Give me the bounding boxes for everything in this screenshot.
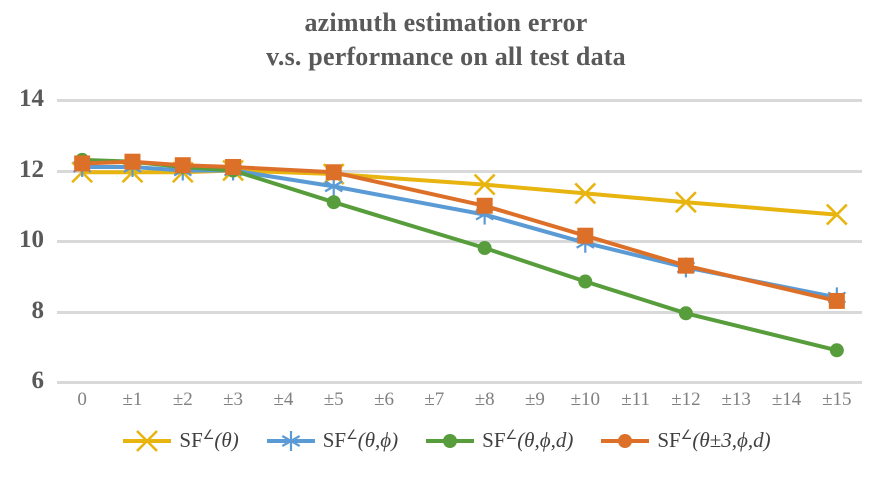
x-tick-label: ±8 <box>474 389 495 410</box>
data-point-marker-square <box>74 155 91 172</box>
y-tick-label: 8 <box>31 296 45 324</box>
x-tick-label: ±4 <box>273 389 294 410</box>
legend-entry-1[interactable]: SF∠(θ) <box>121 427 239 453</box>
x-tick-label: ±2 <box>172 389 193 410</box>
data-point-marker-square <box>577 227 594 244</box>
data-point-marker-square <box>677 257 694 274</box>
data-point-marker-x <box>825 203 848 226</box>
x-tick-label: ±15 <box>822 389 852 410</box>
x-tick-label: ±6 <box>374 389 394 410</box>
data-point-marker-star <box>281 430 300 451</box>
data-point-marker-circle <box>477 241 492 256</box>
x-tick-label: ±10 <box>570 389 600 410</box>
x-tick-label: ±3 <box>223 389 244 410</box>
data-point-marker-circle <box>578 274 593 289</box>
legend-label-4: SF∠(θ±3,ϕ,d) <box>657 427 771 452</box>
chart-title: azimuth estimation error v.s. performanc… <box>266 8 626 71</box>
series-line <box>80 157 839 353</box>
legend-swatch-2 <box>265 430 317 452</box>
x-tick-label: ±5 <box>323 389 344 410</box>
x-tick-label: ±14 <box>771 389 802 410</box>
data-point-marker-circle <box>443 433 458 448</box>
legend-label-2: SF∠(θ,ϕ) <box>322 427 399 452</box>
data-point-marker-circle <box>618 433 633 448</box>
x-tick-label: ±1 <box>122 389 143 410</box>
data-point-marker-square <box>476 197 493 214</box>
data-point-marker-x <box>136 429 159 452</box>
data-point-marker-circle <box>678 306 693 321</box>
legend-label-3: SF∠(θ,ϕ,d) <box>482 427 574 452</box>
data-point-marker-square <box>225 158 242 175</box>
data-point-marker-square <box>174 157 191 174</box>
data-point-marker-square <box>124 153 141 170</box>
legend-entry-2[interactable]: SF∠(θ,ϕ) <box>265 428 398 453</box>
x-tick-label: ±13 <box>721 389 751 410</box>
chart-legend: SF∠(θ) SF∠(θ,ϕ) SF∠(θ,ϕ,d) SF∠(θ±3,ϕ,d) <box>0 428 892 453</box>
y-tick-label: 6 <box>31 367 45 394</box>
x-tick-label: ±7 <box>424 389 445 410</box>
data-point-marker-x <box>574 182 597 205</box>
data-point-marker-square <box>828 292 845 309</box>
data-point-marker-star <box>324 176 343 197</box>
data-point-marker-square <box>325 164 342 181</box>
x-tick-label: ±9 <box>525 389 545 410</box>
legend-swatch-1 <box>121 429 173 452</box>
x-tick-label: ±11 <box>621 389 650 410</box>
data-point-marker-circle <box>829 343 844 358</box>
series-4 <box>74 153 845 309</box>
legend-entry-3[interactable]: SF∠(θ,ϕ,d) <box>424 428 573 453</box>
data-point-marker-x <box>674 191 697 214</box>
legend-swatch-4 <box>599 430 651 452</box>
legend-label-1: SF∠(θ) <box>179 427 239 452</box>
y-tick-label: 14 <box>19 85 44 112</box>
legend-swatch-3 <box>424 430 476 452</box>
legend-entry-4[interactable]: SF∠(θ±3,ϕ,d) <box>599 427 771 453</box>
data-point-marker-x <box>473 173 496 196</box>
x-tick-label: ±12 <box>671 389 701 410</box>
series-line <box>80 165 839 300</box>
x-tick-label: 0 <box>77 389 87 410</box>
data-point-marker-circle <box>326 195 341 210</box>
y-tick-label: 12 <box>19 155 44 183</box>
y-tick-label: 10 <box>19 226 44 253</box>
